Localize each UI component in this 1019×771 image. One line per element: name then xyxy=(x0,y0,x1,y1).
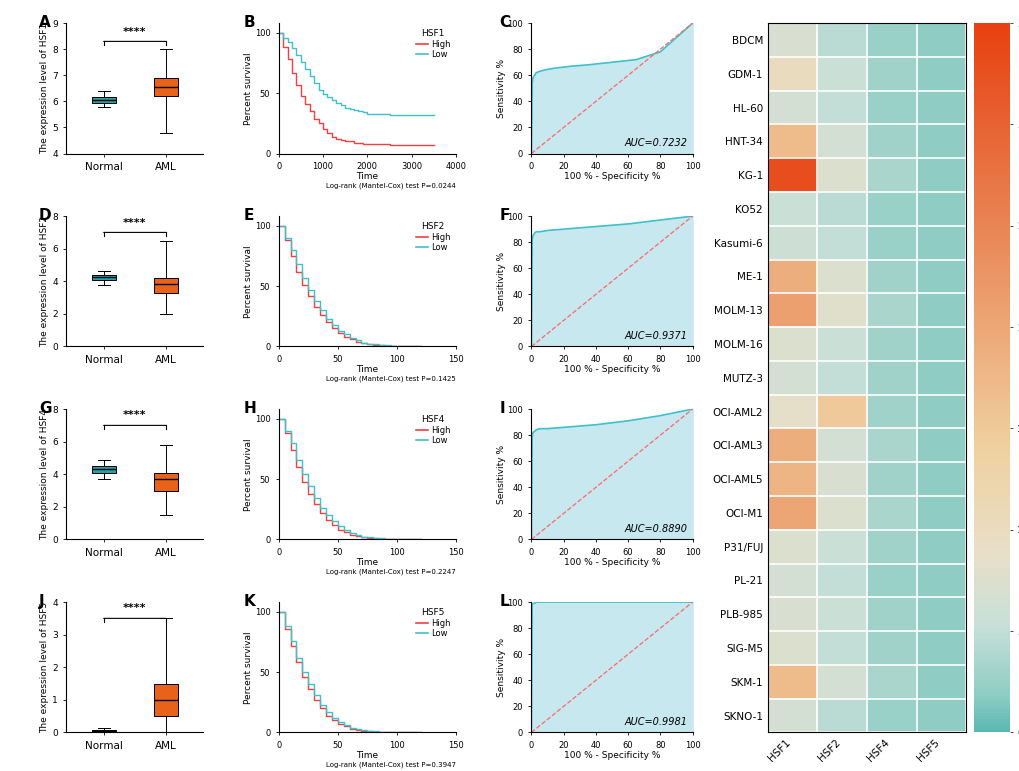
Text: J: J xyxy=(39,594,45,609)
Text: ****: **** xyxy=(123,217,147,227)
X-axis label: Time: Time xyxy=(356,365,378,374)
Text: Log-rank (Mantel-Cox) test P=0.3947: Log-rank (Mantel-Cox) test P=0.3947 xyxy=(326,761,455,768)
X-axis label: Time: Time xyxy=(356,558,378,567)
Y-axis label: Sensitivity %: Sensitivity % xyxy=(496,445,505,503)
Text: Log-rank (Mantel-Cox) test P=0.1425: Log-rank (Mantel-Cox) test P=0.1425 xyxy=(326,375,455,382)
Text: AUC=0.9371: AUC=0.9371 xyxy=(625,332,687,342)
Text: E: E xyxy=(243,208,254,224)
PathPatch shape xyxy=(92,274,115,280)
PathPatch shape xyxy=(92,466,115,473)
Y-axis label: Percent survival: Percent survival xyxy=(244,631,253,704)
Text: AUC=0.7232: AUC=0.7232 xyxy=(625,138,687,148)
PathPatch shape xyxy=(92,730,115,732)
X-axis label: 100 % - Specificity %: 100 % - Specificity % xyxy=(564,172,659,181)
Text: D: D xyxy=(39,208,52,224)
Text: Log-rank (Mantel-Cox) test P=0.2247: Log-rank (Mantel-Cox) test P=0.2247 xyxy=(326,568,455,574)
Y-axis label: The expression level of HSF5: The expression level of HSF5 xyxy=(41,601,49,732)
Text: L: L xyxy=(498,594,508,609)
Y-axis label: Sensitivity %: Sensitivity % xyxy=(496,59,505,118)
Y-axis label: The expression level of HSF1: The expression level of HSF1 xyxy=(41,23,49,154)
PathPatch shape xyxy=(154,78,177,96)
Y-axis label: Percent survival: Percent survival xyxy=(244,438,253,510)
Text: ****: **** xyxy=(123,410,147,420)
Legend: High, Low: High, Low xyxy=(414,413,451,447)
Text: ****: **** xyxy=(123,28,147,38)
Text: H: H xyxy=(243,401,256,416)
X-axis label: Time: Time xyxy=(356,751,378,760)
Text: B: B xyxy=(243,15,255,30)
Text: C: C xyxy=(498,15,510,30)
X-axis label: Time: Time xyxy=(356,172,378,181)
Text: AUC=0.8890: AUC=0.8890 xyxy=(625,524,687,534)
Y-axis label: Percent survival: Percent survival xyxy=(244,52,253,125)
Y-axis label: Sensitivity %: Sensitivity % xyxy=(496,252,505,311)
PathPatch shape xyxy=(92,97,115,103)
Y-axis label: Sensitivity %: Sensitivity % xyxy=(496,638,505,697)
X-axis label: 100 % - Specificity %: 100 % - Specificity % xyxy=(564,558,659,567)
PathPatch shape xyxy=(154,473,177,490)
Legend: High, Low: High, Low xyxy=(414,606,451,640)
Text: Log-rank (Mantel-Cox) test P=0.0244: Log-rank (Mantel-Cox) test P=0.0244 xyxy=(326,182,455,189)
PathPatch shape xyxy=(154,684,177,716)
Text: K: K xyxy=(243,594,255,609)
Text: G: G xyxy=(39,401,51,416)
X-axis label: 100 % - Specificity %: 100 % - Specificity % xyxy=(564,751,659,760)
Text: AUC=0.9981: AUC=0.9981 xyxy=(625,717,687,727)
PathPatch shape xyxy=(154,278,177,293)
Legend: High, Low: High, Low xyxy=(414,221,451,254)
X-axis label: 100 % - Specificity %: 100 % - Specificity % xyxy=(564,365,659,374)
Text: A: A xyxy=(39,15,51,30)
Y-axis label: The expression level of HSF2: The expression level of HSF2 xyxy=(41,216,49,347)
Legend: High, Low: High, Low xyxy=(414,27,451,61)
Text: F: F xyxy=(498,208,510,224)
Y-axis label: Percent survival: Percent survival xyxy=(244,245,253,318)
Y-axis label: The expression level of HSF4: The expression level of HSF4 xyxy=(41,409,49,540)
Text: ****: **** xyxy=(123,604,147,614)
Text: I: I xyxy=(498,401,504,416)
